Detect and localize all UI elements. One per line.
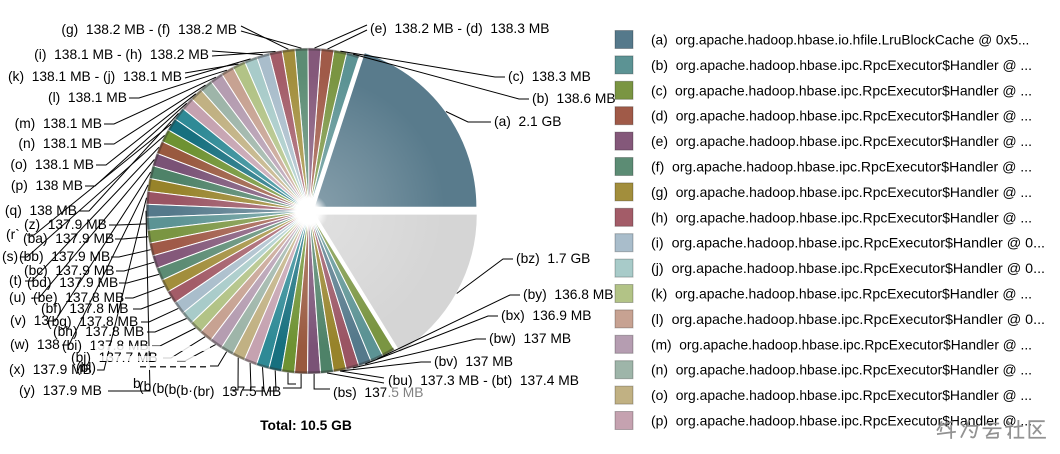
svg-text:(v) 13: (v) 13 xyxy=(10,313,49,328)
svg-text:(b) org.apache.hadoop.hbase.i: (b) org.apache.hadoop.hbase.ipc.RpcExecu… xyxy=(651,58,1032,73)
svg-text:(b: (b xyxy=(139,379,152,394)
svg-text:(l) 138.1 MB: (l) 138.1 MB xyxy=(48,90,127,105)
svg-text:(bh) 137.8 MB: (bh) 137.8 MB xyxy=(53,324,144,339)
svg-text:(k) org.apache.hadoop.hbase.i: (k) org.apache.hadoop.hbase.ipc.RpcExecu… xyxy=(651,287,1032,302)
svg-text:(w) 138: (w) 138 xyxy=(10,337,60,352)
svg-text:(e) 138.2 MB - (d) 138.3 MB: (e) 138.2 MB - (d) 138.3 MB xyxy=(370,21,549,36)
svg-text:(m) org.apache.hadoop.hbase.i: (m) org.apache.hadoop.hbase.ipc.RpcExecu… xyxy=(651,337,1032,352)
svg-text:(bf) 137.8 MB: (bf) 137.8 MB xyxy=(41,301,128,316)
svg-text:(z) 137.9 MB: (z) 137.9 MB xyxy=(24,217,107,232)
svg-text:(m) 138.1 MB: (m) 138.1 MB xyxy=(15,116,102,131)
svg-text:(f) org.apache.hadoop.hbase.i: (f) org.apache.hadoop.hbase.ipc.RpcExecu… xyxy=(651,160,1032,175)
svg-text:(bw) 137 MB: (bw) 137 MB xyxy=(489,331,571,346)
svg-text:(i) 138.1 MB - (h) 138.2 MB: (i) 138.1 MB - (h) 138.2 MB xyxy=(34,47,209,62)
svg-text:(c) 138.3 MB: (c) 138.3 MB xyxy=(508,69,591,84)
svg-text:(p) 138 MB: (p) 138 MB xyxy=(11,178,83,193)
svg-text:(y) 137.9 MB: (y) 137.9 MB xyxy=(19,383,102,398)
svg-text:(b·: (b· xyxy=(176,383,193,398)
svg-text:(k) 138.1 MB - (j) 138.1 MB: (k) 138.1 MB - (j) 138.1 MB xyxy=(8,69,182,84)
svg-text:(e) org.apache.hadoop.hbase.i: (e) org.apache.hadoop.hbase.ipc.RpcExecu… xyxy=(651,134,1032,149)
svg-text:(l) org.apache.hadoop.hbase.i: (l) org.apache.hadoop.hbase.ipc.RpcExecu… xyxy=(651,312,1045,327)
svg-text:(a) 2.1 GB: (a) 2.1 GB xyxy=(494,114,561,129)
svg-text:(c) org.apache.hadoop.hbase.i: (c) org.apache.hadoop.hbase.ipc.RpcExecu… xyxy=(651,83,1032,98)
svg-text:(i) org.apache.hadoop.hbase.i: (i) org.apache.hadoop.hbase.ipc.RpcExecu… xyxy=(651,236,1045,251)
svg-text:(bg) 137.8 MB: (bg) 137.8 MB xyxy=(47,314,138,329)
svg-text:(o) org.apache.hadoop.hbase.i: (o) org.apache.hadoop.hbase.ipc.RpcExecu… xyxy=(651,388,1032,403)
svg-text:(a) org.apache.hadoop.hbase.i: (a) org.apache.hadoop.hbase.io.hfile.Lru… xyxy=(651,33,1029,48)
svg-text:(u) ·: (u) · xyxy=(9,290,34,305)
svg-text:(b: (b xyxy=(164,382,177,397)
svg-text:(bl): (bl) xyxy=(76,360,96,375)
svg-text:(o) 138.1 MB: (o) 138.1 MB xyxy=(10,157,94,172)
svg-text:(q) 138 MB: (q) 138 MB xyxy=(5,203,77,218)
svg-text:(bb) 137.9 MB: (bb) 137.9 MB xyxy=(19,249,110,264)
svg-text:(bc) 137.9 MB: (bc) 137.9 MB xyxy=(24,263,114,278)
svg-text:(b) 138.6 MB: (b) 138.6 MB xyxy=(532,91,616,106)
svg-text:(d) org.apache.hadoop.hbase.i: (d) org.apache.hadoop.hbase.ipc.RpcExecu… xyxy=(651,109,1032,124)
svg-text:(by) 136.8 MB: (by) 136.8 MB xyxy=(523,287,613,302)
svg-text:(bd) 137.9 MB: (bd) 137.9 MB xyxy=(27,275,118,290)
svg-text:(bz) 1.7 GB: (bz) 1.7 GB xyxy=(516,251,590,266)
svg-text:(g) 138.2 MB - (f) 138.2 MB: (g) 138.2 MB - (f) 138.2 MB xyxy=(61,22,237,37)
svg-text:(n) org.apache.hadoop.hbase.i: (n) org.apache.hadoop.hbase.ipc.RpcExecu… xyxy=(651,363,1032,378)
svg-text:(p) org.apache.hadoop.hbase.i: (p) org.apache.hadoop.hbase.ipc.RpcExecu… xyxy=(651,414,1032,429)
svg-text:(g) org.apache.hadoop.hbase.i: (g) org.apache.hadoop.hbase.ipc.RpcExecu… xyxy=(651,185,1032,200)
svg-text:(be) 137.8 MB: (be) 137.8 MB xyxy=(33,290,124,305)
svg-text:(t): (t) xyxy=(9,273,22,288)
svg-text:b: b xyxy=(133,376,141,391)
svg-text:(h) org.apache.hadoop.hbase.i: (h) org.apache.hadoop.hbase.ipc.RpcExecu… xyxy=(651,210,1032,225)
svg-text:(x) 137.9 MB: (x) 137.9 MB xyxy=(9,362,92,377)
svg-text:(ba) 137.9 MB: (ba) 137.9 MB xyxy=(23,231,114,246)
svg-text:(br) 137.5 MB: (br) 137.5 MB xyxy=(193,384,281,399)
svg-text:(n) 138.1 MB: (n) 138.1 MB xyxy=(18,136,102,151)
svg-text:(bv) 137 MB: (bv) 137 MB xyxy=(434,354,513,369)
svg-text:(s): (s) xyxy=(2,249,18,264)
svg-text:(bu) 137.3 MB - (bt) 137.4 M: (bu) 137.3 MB - (bt) 137.4 MB xyxy=(388,373,579,388)
svg-text:(r`: (r` xyxy=(6,227,20,242)
svg-text:Total: 10.5 GB: Total: 10.5 GB xyxy=(260,418,352,433)
svg-text:(b: (b xyxy=(152,381,165,396)
svg-text:(bx) 136.9 MB: (bx) 136.9 MB xyxy=(501,308,591,323)
svg-text:(j) org.apache.hadoop.hbase.i: (j) org.apache.hadoop.hbase.ipc.RpcExecu… xyxy=(651,261,1045,276)
